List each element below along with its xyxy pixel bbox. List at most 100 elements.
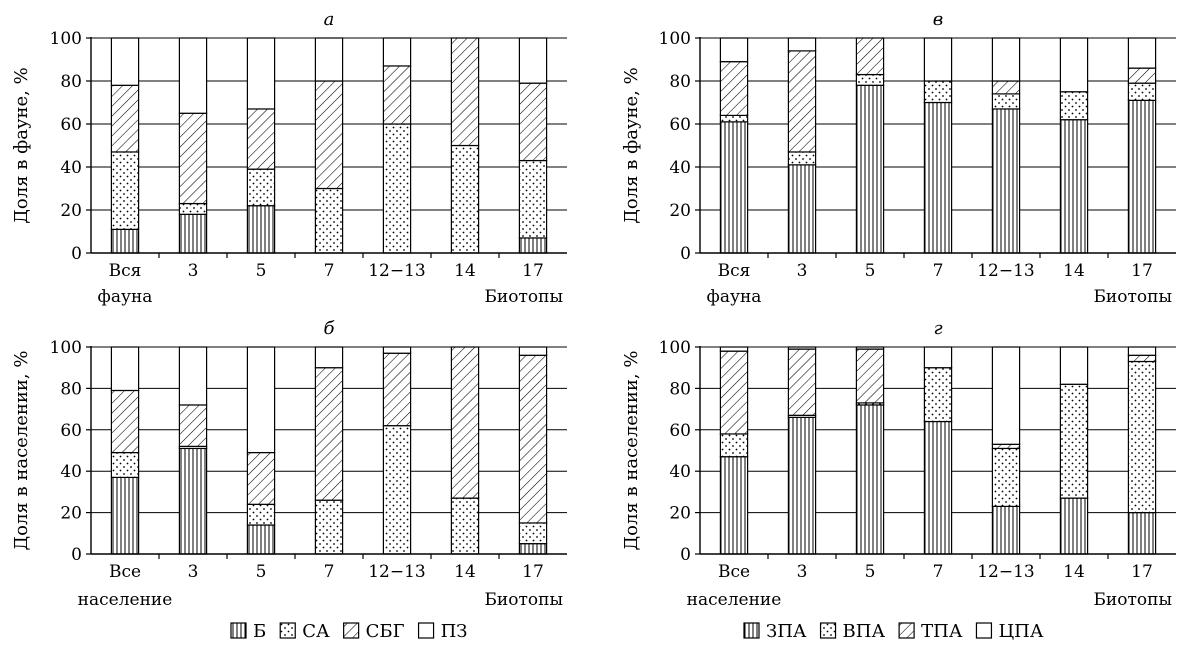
y-axis-label: Доля в населении, %: [621, 351, 642, 551]
bar-segment: [855, 348, 885, 404]
bar-segment: [991, 37, 1021, 82]
legend-right: ЗПА ВПА ТПА ЦПА: [743, 621, 1044, 642]
bar-segment: [246, 451, 276, 505]
category-label: Все: [109, 562, 141, 582]
category-label: 7: [933, 261, 944, 281]
legend-swatch: [417, 622, 435, 639]
y-tick-label: 100: [659, 338, 691, 358]
bar-segment: [246, 37, 276, 110]
bar-segment: [450, 346, 480, 499]
legend-label: ЦПА: [998, 621, 1043, 642]
bar-segment: [719, 121, 749, 254]
panel-title: а: [324, 9, 335, 30]
y-axis-label: Доля в фауне, %: [621, 67, 642, 223]
bar-segment: [178, 346, 208, 406]
bar-segment: [110, 84, 140, 153]
legend-label: СБГ: [366, 621, 405, 642]
category-label: 5: [256, 562, 267, 582]
category-label: фауна: [707, 287, 762, 307]
bar-segment: [719, 346, 749, 352]
category-label: 7: [324, 261, 335, 281]
bar-segment: [178, 213, 208, 254]
category-label: 5: [865, 562, 876, 582]
category-label: 5: [865, 261, 876, 281]
bar-segment: [855, 73, 885, 86]
panel-title: г: [933, 318, 942, 339]
bar-segment: [246, 205, 276, 254]
category-label: 17: [522, 562, 544, 582]
bar-segment: [1127, 346, 1157, 356]
bar-segment: [110, 37, 140, 86]
y-tick-label: 20: [669, 201, 691, 221]
bar-segment: [314, 187, 344, 254]
bar-segment: [787, 348, 817, 416]
category-label: население: [78, 590, 173, 610]
bar-segment: [1127, 511, 1157, 555]
y-tick-label: 60: [669, 115, 691, 135]
bar-segment: [246, 108, 276, 170]
panel-g: Все население 3 5 7 12−13 14 17 0 20 40 60 80 100 г Дол…: [621, 318, 1176, 610]
bar-segment: [518, 82, 548, 162]
legend-label: ЗПА: [766, 621, 807, 642]
bar-segment: [246, 168, 276, 207]
bar-segment: [719, 37, 749, 63]
y-axis-label: Доля в фауне, %: [11, 67, 32, 223]
bar-segment: [787, 50, 817, 153]
bar-segment: [246, 346, 276, 454]
bar-segment: [719, 350, 749, 435]
category-label: 7: [324, 562, 335, 582]
bar-segment: [855, 84, 885, 254]
category-label: 17: [1131, 562, 1153, 582]
category-label: 12−13: [977, 562, 1035, 582]
category-label: население: [687, 590, 782, 610]
y-tick-label: 40: [669, 158, 691, 178]
bar-segment: [178, 447, 208, 555]
bar-segment: [110, 389, 140, 454]
y-tick-label: 60: [669, 421, 691, 441]
x-axis-label: Биотопы: [484, 590, 563, 610]
bar-segment: [991, 108, 1021, 254]
bar-segment: [110, 451, 140, 479]
panel-a: Вся фауна 3 5 7 12−13 14 17 0 20 40 60 80 100 а Доля в …: [11, 9, 567, 307]
legend-swatch: [279, 622, 296, 639]
bar-segment: [110, 151, 140, 230]
category-label: 14: [454, 261, 476, 281]
bar-segment: [1059, 37, 1089, 93]
bar-segment: [855, 37, 885, 76]
bar-segment: [314, 367, 344, 501]
y-axis-label: Доля в населении, %: [11, 351, 32, 551]
bar-segment: [518, 522, 548, 545]
category-label: Вся: [718, 261, 751, 281]
x-axis-label: Биотопы: [484, 287, 563, 307]
bar-segment: [991, 346, 1021, 445]
bar-segment: [110, 228, 140, 254]
bar-segment: [246, 524, 276, 555]
category-label: 3: [188, 261, 199, 281]
x-axis-label: Биотопы: [1093, 590, 1172, 610]
legend-label: ПЗ: [441, 621, 468, 642]
bar-segment: [787, 346, 817, 350]
bar-segment: [450, 144, 480, 254]
bar-segment: [1127, 360, 1157, 514]
y-tick-label: 0: [71, 545, 82, 565]
bar-segment: [178, 202, 208, 215]
bar-segment: [110, 346, 140, 392]
category-label: 3: [797, 562, 808, 582]
bar-segment: [178, 404, 208, 447]
legend-label: Б: [253, 621, 266, 642]
bar-segment: [314, 499, 344, 555]
legend-left: Б СА СБГ ПЗ: [230, 621, 468, 642]
bar-segment: [382, 37, 412, 67]
y-tick-label: 100: [50, 29, 82, 49]
y-tick-label: 80: [60, 379, 82, 399]
panel-b: Все население 3 5 7 12−13 14 17 0 20 40 60 80 100 б Дол…: [11, 318, 567, 610]
bar-segment: [1127, 37, 1157, 69]
bar-segment: [1059, 497, 1089, 555]
bar-segment: [1127, 99, 1157, 254]
legend-label: ТПА: [921, 621, 963, 642]
bar-segment: [382, 425, 412, 555]
y-tick-label: 100: [659, 29, 691, 49]
category-label: 12−13: [977, 261, 1035, 281]
bar-segment: [719, 114, 749, 123]
